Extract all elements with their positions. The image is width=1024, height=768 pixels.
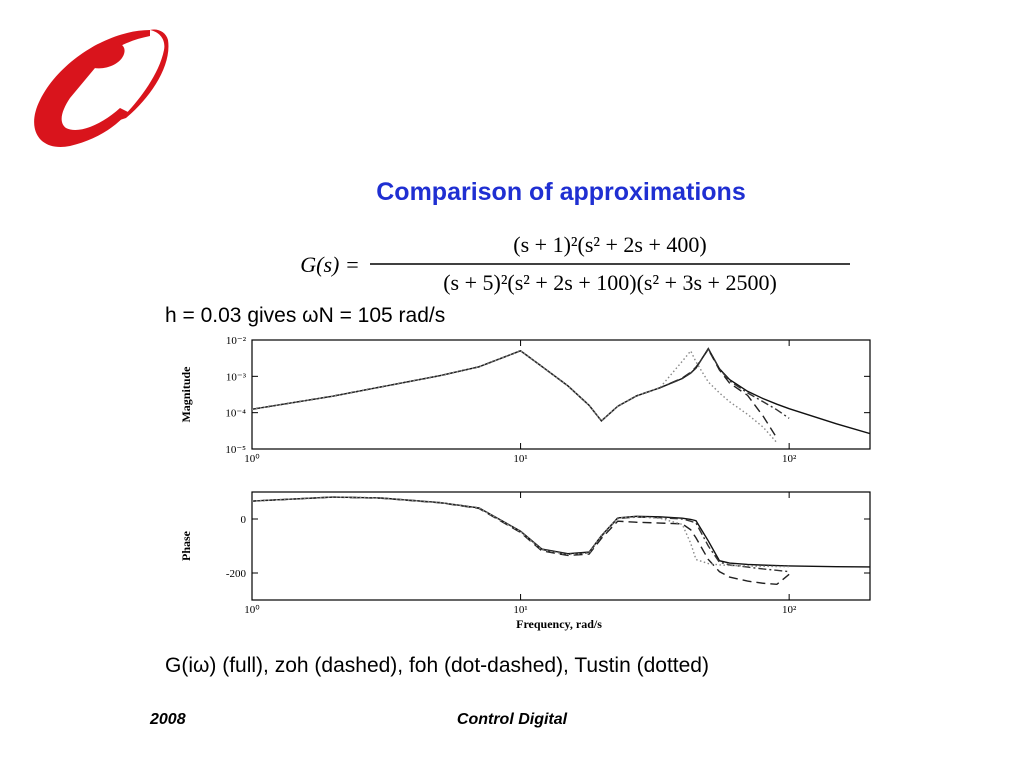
series-line: [252, 349, 778, 444]
x-tick-label: 10¹: [513, 453, 527, 465]
series-line: [252, 496, 790, 568]
x-tick-label: 10²: [782, 604, 797, 616]
charts: 10⁰ 10¹ 10² 10⁻² 10⁻³ 10⁻⁴ 10⁻⁵ Magnitude 10⁰ 10¹…: [179, 335, 871, 631]
plot-frame: [251, 339, 871, 450]
formula-denominator: (s + 5)²(s² + 2s + 100)(s² + 3s + 2500): [443, 270, 777, 295]
logo-arc: [120, 29, 169, 120]
footer-year: 2008: [149, 711, 186, 728]
formula-numerator: (s + 1)²(s² + 2s + 400): [513, 232, 706, 257]
series-line: [252, 347, 790, 422]
logo-dot: [84, 41, 125, 69]
y-axis-label: Magnitude: [179, 366, 193, 423]
x-tick-label: 10⁰: [244, 604, 260, 616]
sampling-note: h = 0.03 gives ωN = 105 rad/s: [165, 304, 445, 327]
x-tick-label: 10⁰: [244, 453, 260, 465]
y-tick-label: 10⁻⁴: [225, 408, 246, 420]
y-tick-label: 10⁻⁵: [225, 444, 246, 456]
series-line: [252, 496, 790, 573]
y-tick-label: 10⁻²: [226, 335, 247, 347]
logo-swoosh: [34, 30, 150, 147]
caption: G(iω) (full), zoh (dashed), foh (dot-das…: [165, 654, 709, 677]
slide-title: Comparison of approximations: [376, 178, 745, 206]
x-axis-label: Frequency, rad/s: [516, 617, 602, 631]
chart: 10⁰ 10¹ 10² 0 -200 Phase Frequency, rad/s: [179, 491, 871, 631]
formula-lhs: G(s) =: [300, 252, 359, 277]
logo: [34, 29, 169, 147]
footer-course: Control Digital: [457, 711, 568, 728]
y-axis-label: Phase: [179, 530, 193, 561]
y-tick-label: -200: [226, 568, 247, 580]
x-tick-label: 10²: [782, 453, 797, 465]
y-tick-label: 10⁻³: [226, 371, 247, 383]
plot-frame: [251, 491, 871, 601]
chart: 10⁰ 10¹ 10² 10⁻² 10⁻³ 10⁻⁴ 10⁻⁵ Magnitude: [179, 335, 871, 465]
y-tick-label: 0: [241, 514, 247, 526]
x-tick-label: 10¹: [513, 604, 527, 616]
